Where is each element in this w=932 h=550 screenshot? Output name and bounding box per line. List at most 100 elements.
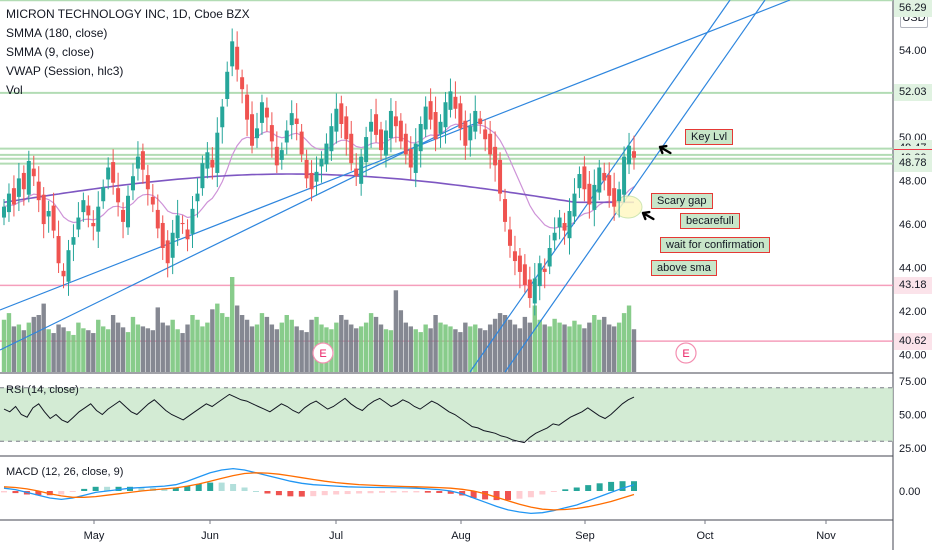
candle-body	[254, 128, 259, 139]
candle-body	[130, 176, 135, 191]
candle-body	[294, 118, 299, 124]
candle-body	[413, 143, 418, 173]
macd-histogram-bar	[195, 484, 202, 491]
volume-bar	[11, 326, 17, 372]
chart-legend: MICRON TECHNOLOGY INC, 1D, Cboe BZX SMMA…	[6, 5, 250, 100]
candlestick-series	[2, 28, 636, 316]
candle-body	[587, 183, 592, 205]
volume-bar	[428, 328, 433, 372]
volume-bar	[115, 322, 121, 372]
candle-body	[552, 232, 557, 241]
volume-bar	[140, 326, 146, 372]
candle-body	[180, 222, 185, 225]
volume-bar	[86, 330, 91, 372]
candle-body	[383, 130, 388, 156]
volume-bar	[349, 324, 354, 372]
macd-histogram-bar	[241, 487, 248, 491]
price-tick-label: 48.00	[899, 176, 927, 188]
volume-bar	[552, 318, 557, 372]
volume-bar	[527, 322, 533, 372]
candle-body	[428, 101, 433, 120]
volume-bar	[274, 329, 280, 372]
legend-vol[interactable]: Vol	[6, 83, 23, 97]
macd-histogram-bar	[35, 491, 42, 496]
macd-histogram-bar	[264, 491, 271, 494]
volume-bar	[279, 322, 284, 372]
candle-body	[617, 189, 622, 202]
candle-body	[210, 159, 215, 168]
candle-body	[195, 193, 200, 202]
candle-body	[403, 133, 408, 155]
macd-histogram-bar	[562, 489, 569, 491]
candle-body	[126, 195, 131, 228]
candle-body	[230, 41, 235, 67]
candle-body	[150, 196, 155, 205]
price-tick-label: 40.00	[899, 350, 927, 362]
volume-bar	[537, 319, 542, 372]
candle-body	[170, 232, 175, 258]
macd-histogram-bar	[424, 491, 431, 493]
volume-bar	[66, 331, 71, 372]
macd-histogram-bar	[550, 491, 557, 492]
candle-body	[304, 159, 309, 179]
candle-body	[572, 193, 577, 217]
note-scary-gap[interactable]: Scary gap	[651, 193, 713, 209]
macd-histogram-bar	[482, 491, 489, 500]
macd-histogram-bar	[184, 486, 191, 491]
candle-body	[215, 132, 220, 173]
volume-bar	[542, 324, 547, 372]
price-level-tag: 52.03	[894, 84, 932, 102]
macd-histogram-bar	[333, 491, 340, 495]
volume-bar	[234, 305, 240, 372]
candle-body	[547, 248, 552, 267]
candle-body	[101, 187, 106, 202]
candle-body	[250, 114, 255, 146]
volume-bar	[358, 326, 364, 372]
volume-bar	[91, 333, 96, 372]
candle-body	[41, 194, 46, 225]
legend-smma9[interactable]: SMMA (9, close)	[6, 45, 95, 59]
volume-bar	[438, 322, 443, 372]
candle-body	[155, 209, 160, 229]
candle-body	[319, 158, 324, 167]
volume-bar	[582, 328, 587, 372]
volume-bar	[478, 328, 483, 372]
rsi-tick-label: 75.00	[899, 376, 927, 388]
volume-bar	[254, 324, 260, 372]
volume-bar	[294, 326, 299, 372]
volume-bar	[215, 303, 220, 372]
volume-bar	[458, 332, 463, 372]
candle-body	[443, 102, 448, 128]
candle-body	[438, 121, 443, 134]
candle-body	[359, 156, 364, 184]
candle-body	[517, 255, 522, 272]
smma-180-line	[3, 173, 634, 204]
note-above-sma[interactable]: above sma	[651, 260, 717, 276]
candle-body	[259, 102, 264, 123]
candle-body	[512, 251, 517, 262]
macd-label[interactable]: MACD (12, 26, close, 9)	[6, 466, 124, 478]
volume-bar	[165, 325, 170, 372]
volume-bar	[512, 324, 518, 372]
rsi-label[interactable]: RSI (14, close)	[6, 384, 79, 396]
note-becareful[interactable]: becarefull	[680, 213, 740, 229]
price-tick-label: 54.00	[899, 45, 927, 57]
volume-bar	[354, 328, 359, 372]
candle-body	[354, 168, 359, 177]
volume-bar	[269, 324, 275, 372]
note-wait-confirmation[interactable]: wait for confirmation	[660, 237, 771, 253]
candle-body	[116, 188, 121, 203]
volume-bar	[16, 324, 22, 372]
volume-bar	[51, 333, 56, 372]
legend-vwap[interactable]: VWAP (Session, hlc3)	[6, 64, 124, 78]
candle-body	[96, 206, 101, 232]
note-key-level[interactable]: Key Lvl	[685, 129, 734, 145]
volume-bar	[304, 332, 309, 372]
volume-bar	[487, 324, 493, 372]
candle-body	[453, 96, 458, 109]
candle-body	[542, 268, 547, 272]
candle-body	[612, 188, 617, 207]
legend-smma180[interactable]: SMMA (180, close)	[6, 26, 108, 40]
macd-histogram-bar	[390, 491, 397, 493]
